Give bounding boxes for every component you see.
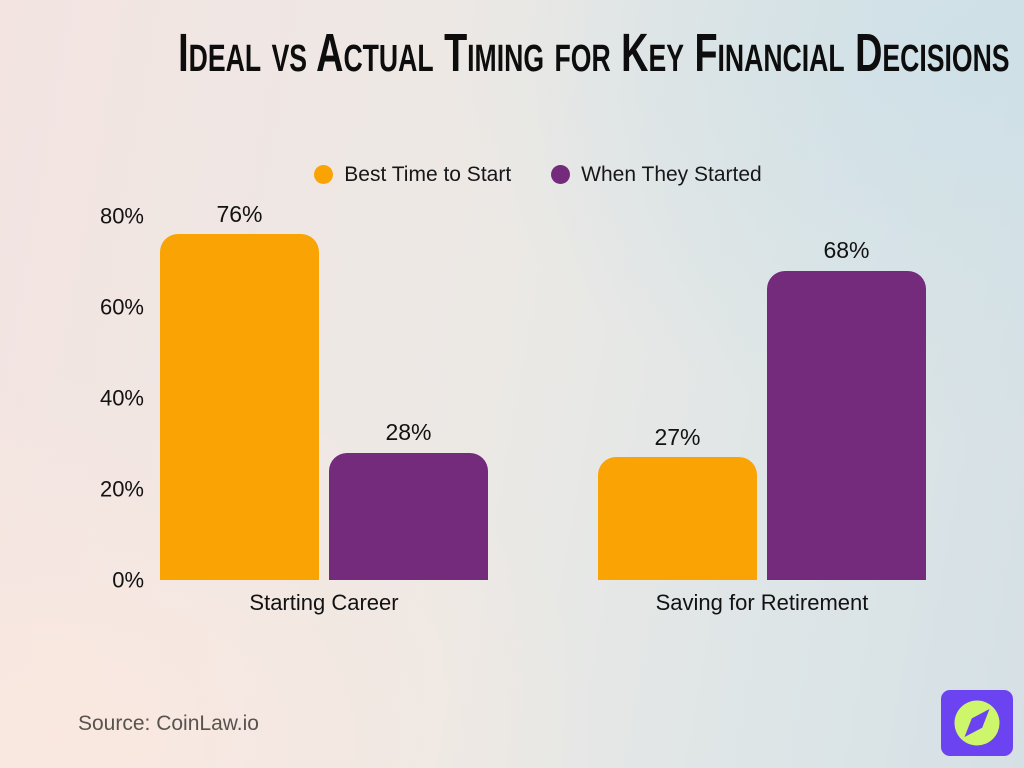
- y-tick-label: 60%: [99, 294, 144, 320]
- chart-legend: Best Time to Start When They Started: [26, 164, 1024, 185]
- bar-value-label: 27%: [654, 423, 701, 450]
- y-tick-label: 80%: [99, 203, 144, 229]
- bar-value-label: 68%: [823, 237, 870, 264]
- bar: [767, 270, 926, 580]
- orange-dot-icon: [314, 165, 334, 184]
- category-label: Starting Career: [249, 590, 399, 615]
- y-axis: 0% 20% 40% 60% 80%: [78, 203, 144, 592]
- legend-item-when-they-started: When They Started: [551, 164, 762, 185]
- bar-value-label: 76%: [216, 200, 263, 227]
- bar: [160, 234, 319, 580]
- bar-chart-plot-area: 76% 27% 28% 68% Starting Career Saving for Re…: [160, 201, 927, 615]
- legend-label: Best Time to Start: [344, 163, 512, 186]
- y-tick-label: 40%: [99, 385, 144, 411]
- bar-value-label: 28%: [385, 419, 432, 446]
- category-label: Saving for Retirement: [655, 590, 869, 615]
- purple-dot-icon: [551, 165, 571, 184]
- bar: [598, 457, 757, 580]
- legend-label: When They Started: [581, 163, 762, 186]
- y-tick-label: 0%: [112, 567, 144, 593]
- page-title-text: Ideal vs Actual Timing for Key Financial…: [178, 23, 1010, 83]
- y-tick-label: 20%: [99, 476, 144, 502]
- page-title: Ideal vs Actual Timing for Key Financial…: [0, 22, 1024, 84]
- bar: [329, 452, 488, 580]
- legend-item-best-time-to-start: Best Time to Start: [314, 164, 511, 185]
- brand-logo: [941, 690, 1013, 756]
- compass-icon: [941, 690, 1013, 756]
- source-text: Source: CoinLaw.io: [78, 712, 259, 735]
